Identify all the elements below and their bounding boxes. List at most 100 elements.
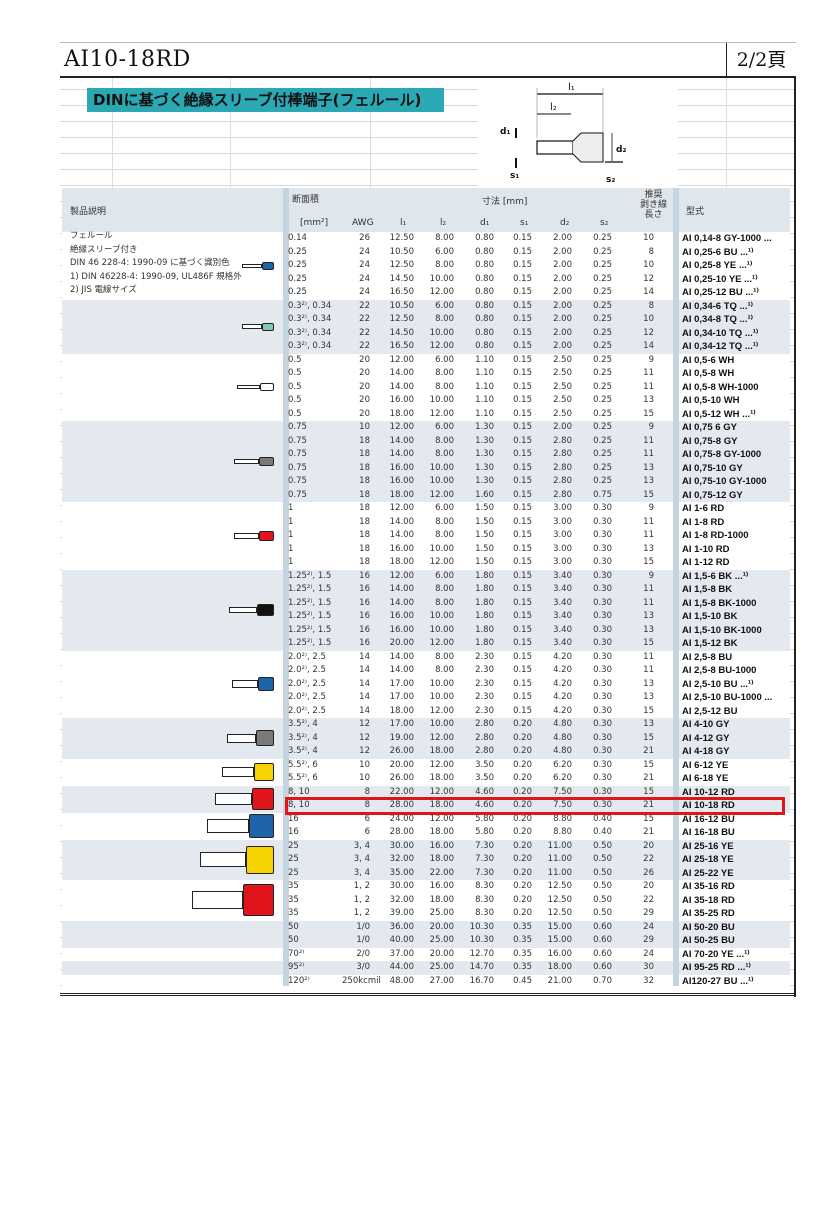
cell: 2.50 — [553, 381, 572, 392]
cell: 17.00 — [389, 678, 414, 689]
cell: 16.50 — [389, 287, 414, 297]
cell: 24 — [359, 260, 370, 270]
cell: 0.30 — [593, 665, 612, 675]
cell: 0.25 — [593, 287, 612, 297]
cell: 27.00 — [429, 975, 454, 986]
cell: 13 — [643, 476, 654, 486]
cell: 10.00 — [429, 692, 454, 702]
cell: 16 — [359, 638, 370, 648]
cell: 15 — [643, 705, 654, 716]
cell: 7.30 — [475, 840, 494, 851]
cell: 0.50 — [593, 867, 612, 878]
cell: 40.00 — [389, 935, 414, 945]
cell: 12.00 — [429, 408, 454, 419]
cell: 9 — [648, 354, 654, 365]
cell: 35 — [288, 894, 299, 905]
cell: 0.15 — [513, 705, 532, 716]
cell: 11 — [643, 449, 654, 459]
cell: 14.50 — [389, 273, 414, 284]
cell: 3.5²⁾, 4 — [288, 719, 318, 729]
cell: 0.15 — [513, 584, 532, 594]
cell: 14.00 — [389, 449, 414, 459]
grid-line — [112, 42, 113, 188]
cell: 0.25 — [593, 341, 612, 351]
cell: 0.15 — [513, 408, 532, 419]
ferrule-icon — [229, 604, 274, 616]
cell: 21 — [643, 827, 654, 837]
cell: 7.50 — [553, 800, 572, 810]
cell: 24 — [643, 921, 654, 932]
cell: 12.00 — [429, 786, 454, 797]
cell: 0.5 — [288, 368, 302, 378]
cell: 2.80 — [475, 732, 494, 743]
cell: 70²⁾ — [288, 948, 305, 959]
cell: 10 — [643, 260, 654, 270]
cell: 0.30 — [593, 732, 612, 743]
ferrule-icon — [232, 677, 274, 692]
cell: 16 — [359, 584, 370, 594]
cell: 0.60 — [593, 948, 612, 959]
cell: 0.25 — [288, 260, 307, 270]
cell: 2.00 — [553, 260, 572, 270]
cell: 11 — [643, 530, 654, 540]
cell: 0.3²⁾, 0.34 — [288, 300, 332, 311]
cell: 2.50 — [553, 408, 572, 419]
cell: 6 — [364, 827, 370, 837]
cell: 2.00 — [553, 273, 572, 284]
cell: 1.50 — [475, 557, 494, 567]
cell: 5.80 — [475, 827, 494, 837]
cell: 0.15 — [513, 327, 532, 338]
cell: 35 — [288, 881, 299, 891]
cell: 8.00 — [435, 233, 454, 243]
cell: 3.40 — [553, 584, 572, 594]
cell: 2.50 — [553, 395, 572, 405]
cell: 0.15 — [513, 692, 532, 702]
model-number: AI 25-22 YE — [682, 867, 734, 879]
cell: 4.20 — [553, 705, 572, 716]
cell: 1.10 — [475, 354, 494, 365]
cell: 21 — [643, 800, 654, 810]
header-l1: l₁ — [400, 218, 407, 228]
header-strip-length: 推奨 剥き線 長さ — [640, 190, 667, 220]
cell: 30 — [643, 962, 654, 972]
description-line: フェルール — [70, 231, 113, 241]
cell: 6.00 — [435, 570, 454, 581]
cell: 13 — [643, 624, 654, 635]
cell: 4.20 — [553, 678, 572, 689]
cell: 0.75 — [288, 462, 307, 473]
cell: 22 — [643, 854, 654, 864]
cell: 12.00 — [429, 638, 454, 648]
cell: 0.60 — [593, 921, 612, 932]
cell: 8.00 — [435, 597, 454, 608]
model-number: AI 2,5-10 BU ...¹⁾ — [682, 678, 754, 690]
model-number: AI 10-18 RD — [682, 800, 735, 811]
cell: 1.30 — [475, 449, 494, 459]
cell: 10 — [359, 422, 370, 432]
cell: 1, 2 — [353, 881, 370, 891]
cell: 19.00 — [389, 732, 414, 743]
cell: 18 — [359, 489, 370, 500]
cell: 30.00 — [389, 881, 414, 891]
cell: 24 — [359, 246, 370, 257]
cell: 0.75 — [288, 476, 307, 486]
cell: 26 — [359, 233, 370, 243]
cell: 3.00 — [553, 516, 572, 527]
cell: 0.20 — [513, 881, 532, 891]
description-line: 絶縁スリーブ付き — [70, 244, 138, 255]
cell: 15 — [643, 408, 654, 419]
cell: 0.80 — [475, 341, 494, 351]
cell: 22 — [359, 341, 370, 351]
model-number: AI 1-8 RD — [682, 516, 725, 528]
cell: 0.15 — [513, 273, 532, 284]
cell: 3.50 — [475, 759, 494, 770]
model-number: AI 0,25-12 BU ...¹⁾ — [682, 287, 759, 298]
cell: 2.80 — [475, 746, 494, 756]
cell: 18.00 — [389, 557, 414, 567]
cell: 15 — [643, 557, 654, 567]
header-strip-3: 長さ — [644, 210, 663, 220]
cell: 2.30 — [475, 692, 494, 702]
cell: 8 — [648, 246, 654, 257]
cell: 1.80 — [475, 638, 494, 648]
cell: 12 — [359, 746, 370, 756]
cell: 32.00 — [389, 894, 414, 905]
